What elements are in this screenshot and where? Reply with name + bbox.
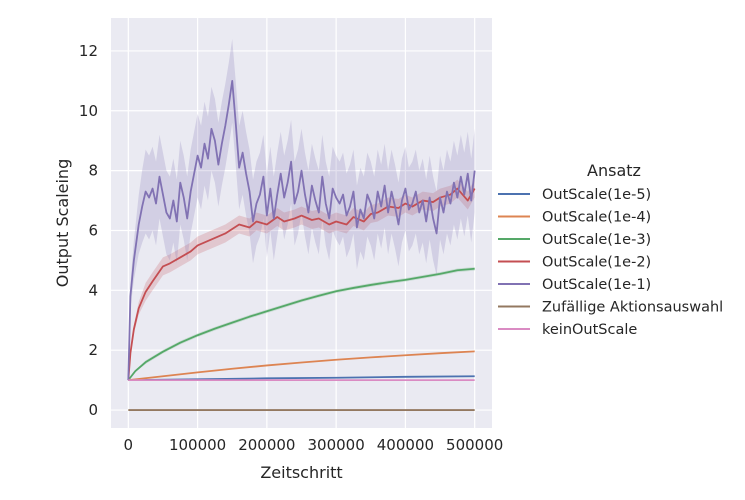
y-tick-label: 8 — [88, 162, 98, 180]
series-line — [127, 187, 476, 381]
y-tick-label: 4 — [88, 281, 98, 299]
legend-label: keinOutScale — [542, 322, 637, 338]
x-tick-label: 300000 — [308, 436, 365, 454]
legend-label: Zufällige Aktionsauswahl — [542, 300, 723, 316]
x-tick-label: 0 — [124, 436, 134, 454]
legend-label: OutScale(1e-2) — [542, 255, 651, 271]
series-line — [127, 79, 476, 381]
y-tick-label: 6 — [88, 221, 98, 239]
tick-labels: 0 100000 200000 300000 400000 500000 0 2 4 6 8 10 12 — [79, 42, 503, 454]
x-axis-label: Zeitschritt — [260, 463, 342, 482]
plot-area — [111, 18, 492, 428]
x-tick-label: 500000 — [446, 436, 503, 454]
y-tick-label: 12 — [79, 42, 98, 60]
confidence-band — [128, 38, 475, 389]
x-tick-label: 100000 — [169, 436, 226, 454]
legend-label: OutScale(1e-3) — [542, 232, 651, 248]
series-line — [128, 350, 475, 382]
y-axis-label: Output Scaleing — [53, 159, 72, 287]
legend-label: OutScale(1e-5) — [542, 187, 651, 203]
series-line — [127, 267, 475, 381]
legend-label: OutScale(1e-1) — [542, 277, 651, 293]
y-tick-label: 10 — [79, 102, 98, 120]
y-tick-label: 2 — [88, 341, 98, 359]
series-lines — [127, 79, 476, 411]
y-tick-label: 0 — [88, 401, 98, 419]
x-tick-label: 200000 — [238, 436, 295, 454]
legend: Ansatz OutScale(1e-5) OutScale(1e-4) OutSc… — [498, 161, 723, 338]
legend-label: OutScale(1e-4) — [542, 210, 651, 226]
legend-title: Ansatz — [587, 161, 641, 180]
x-tick-label: 400000 — [377, 436, 434, 454]
confidence-bands — [128, 38, 475, 389]
confidence-band — [128, 179, 475, 382]
